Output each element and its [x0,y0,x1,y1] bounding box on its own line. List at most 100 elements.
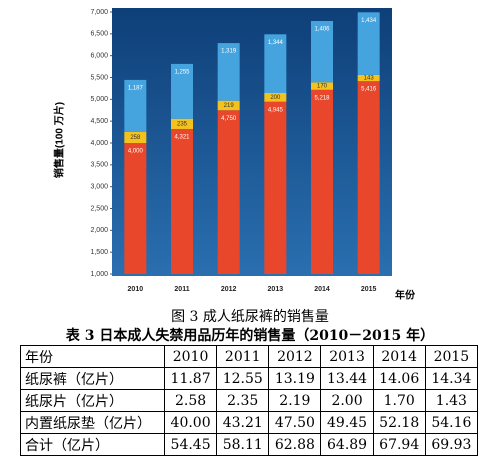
y-tick-label: 5,000 [90,96,108,103]
table-cell: 54.16 [424,411,479,434]
data-label: 1,344 [268,40,284,46]
table-cell: 69.93 [424,433,479,456]
bar-segment [217,110,240,274]
bar-segment [357,12,380,75]
y-tick-label: 3,000 [90,184,108,191]
header-cell: 2010 [163,345,218,368]
y-tick-label: 4,500 [90,118,108,125]
y-tick-label: 2,500 [90,205,108,212]
table-cell: 67.94 [372,433,426,456]
table-cell: 12.55 [216,367,270,390]
table-cell: 62.88 [268,433,322,456]
y-tick-label: 1,000 [90,271,108,278]
y-tick-label: 4,000 [90,140,108,147]
header-cell: 年份 [20,345,165,368]
table-row: 纸尿裤（亿片） 11.87 12.55 13.19 13.44 14.06 14.34 [20,367,479,390]
bar-segment [311,82,333,90]
y-tick-label: 2,000 [90,227,108,234]
table-cell: 1.43 [424,389,479,412]
table-cell: 2.58 [163,389,218,412]
y-tick-label: 6,000 [90,53,108,60]
table-cell: 52.18 [372,411,426,434]
bar-segment [124,131,147,143]
y-tick-label: 3,500 [90,162,108,169]
data-label: 258 [130,135,141,141]
table-cell: 13.44 [320,367,374,390]
table-row: 年份 2010 2011 2012 2013 2014 2015 [20,345,479,368]
table-cell: 1.70 [372,389,426,412]
y-tick-label: 1,500 [90,249,108,256]
bar-segment [357,81,380,274]
data-label: 5,416 [361,87,377,93]
x-tick-label: 2015 [361,286,377,293]
data-label: 235 [177,121,188,127]
x-tick-label: 2013 [268,286,284,293]
header-cell: 2011 [216,345,270,368]
table-cell: 纸尿片（亿片） [20,389,165,412]
y-tick-label: 6,500 [90,31,108,38]
bar-segment [264,101,287,274]
table-cell: 14.34 [424,367,479,390]
x-tick-label: 2012 [221,286,237,293]
figure-caption: 图 3 成人纸尿裤的销售量 [171,309,329,325]
y-axis-title: 销售量(100 万片) [53,102,66,178]
header-cell: 2012 [268,345,322,368]
data-label: 200 [270,95,281,101]
table-cell: 内置纸尿垫（亿片） [20,411,165,434]
x-tick-label: 2014 [314,286,330,293]
data-label: 4,945 [268,107,284,113]
table-title: 表 3 日本成人失禁用品历年的销售量（2010－2015 年） [65,328,435,344]
table-cell: 54.45 [163,433,218,456]
table-cell: 2.00 [320,389,374,412]
table-cell: 纸尿裤（亿片） [20,367,165,390]
data-label: 170 [317,84,328,90]
table-cell: 13.19 [268,367,322,390]
data-label: 4,750 [221,116,237,122]
table-row: 内置纸尿垫（亿片） 40.00 43.21 47.50 49.45 52.18 54.16 [20,411,479,434]
table-cell: 11.87 [163,367,218,390]
header-cell: 2015 [424,345,479,368]
table-cell: 14.06 [372,367,426,390]
table-cell: 2.19 [268,389,322,412]
table-cell: 49.45 [320,411,374,434]
table-cell: 47.50 [268,411,322,434]
header-cell: 2013 [320,345,374,368]
data-label: 219 [224,103,235,109]
table-cell: 64.89 [320,433,374,456]
data-label: 1,187 [128,85,144,91]
plot-background [112,8,392,276]
bar-segment [171,118,193,129]
bar-segment [217,43,240,101]
table-row: 纸尿片（亿片） 2.58 2.35 2.19 2.00 1.70 1.43 [20,389,479,412]
data-label: 1,406 [314,27,330,33]
x-tick-label: 2011 [174,286,189,293]
data-label: 1,319 [221,49,237,55]
bar-segment [311,89,333,275]
bar-segment [217,100,240,111]
table-cell: 58.11 [216,433,270,456]
x-tick-label: 2010 [128,286,144,293]
bar-segment [357,74,380,82]
data-label: 4,321 [174,135,190,141]
x-axis-title: 年份 [395,289,416,302]
data-table: 年份 2010 2011 2012 2013 2014 2015 纸尿裤（亿片） 11.87 12… [20,345,479,456]
y-tick-label: 5,500 [90,74,108,81]
table-cell: 合计（亿片） [20,433,165,456]
bar-segment [124,143,147,274]
table-cell: 40.00 [163,411,218,434]
bar-segment [264,34,287,94]
bar-segment [171,63,193,119]
bar-segment [311,20,333,83]
table-cell: 2.35 [216,389,270,412]
bar-segment [264,93,287,102]
chart: 年份 销售量(100 万片) 1,000 1,500 2,000 2,500 3,000… [53,8,416,302]
data-label: 4,000 [128,149,144,155]
table-cell: 43.21 [216,411,270,434]
data-label: 1,255 [174,69,190,75]
header-cell: 2014 [372,345,426,368]
data-label: 1,434 [361,18,377,24]
table-row: 合计（亿片） 54.45 58.11 62.88 64.89 67.94 69.93 [20,433,479,456]
y-tick-label: 7,000 [90,9,108,16]
data-label: 5,218 [314,95,330,101]
